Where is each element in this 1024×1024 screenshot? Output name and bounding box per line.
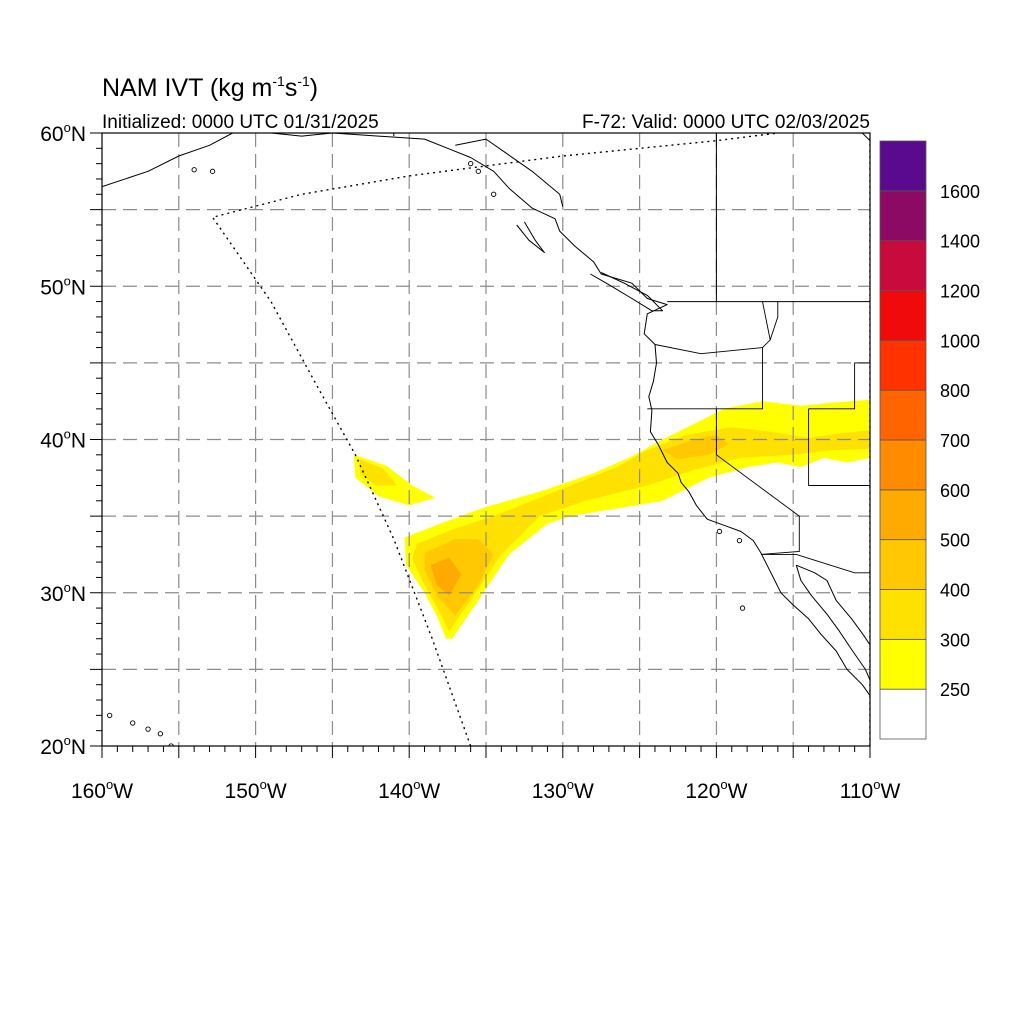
island <box>716 528 723 535</box>
geographic-outlines <box>102 133 870 746</box>
map-title: NAM IVT (kg m-1s-1) <box>102 73 318 102</box>
island <box>491 191 497 197</box>
island <box>157 731 164 737</box>
lon-tick-label: 150oW <box>225 777 287 803</box>
coastline <box>270 133 870 697</box>
island <box>736 537 743 544</box>
init-time-label: Initialized: 0000 UTC 01/31/2025 <box>102 112 379 133</box>
ivt-band-300-2 <box>360 459 397 486</box>
colorbar-label: 250 <box>940 680 970 700</box>
island <box>475 168 481 174</box>
map-plot-area: 160oW 150oW 140oW 130oW 120oW 110oW 60oN 50oN 40… <box>40 120 900 803</box>
island <box>739 605 746 611</box>
coastline <box>590 272 664 312</box>
colorbar-label: 1200 <box>940 282 980 302</box>
coastline <box>796 564 870 646</box>
state-border <box>769 301 779 341</box>
state-border <box>654 344 763 355</box>
coastline <box>102 133 233 188</box>
state-border <box>715 408 800 555</box>
colorbar-label: 1400 <box>940 232 980 252</box>
island <box>130 720 136 726</box>
lon-tick-label: 130oW <box>532 777 594 803</box>
colorbar-label: 400 <box>940 581 970 601</box>
ivt-band-500-6 <box>430 557 462 596</box>
lon-tick-label: 140oW <box>378 777 440 803</box>
island <box>145 726 151 732</box>
lat-tick-label: 60oN <box>40 120 86 146</box>
lat-tick-label: 30oN <box>40 580 86 606</box>
colorbar-swatch <box>879 140 927 192</box>
island <box>107 712 113 718</box>
coastline <box>516 221 545 253</box>
island <box>467 160 474 167</box>
colorbar-label: 1000 <box>940 331 980 351</box>
country-border <box>455 138 564 207</box>
colorbar-label: 500 <box>940 531 970 551</box>
colorbar-swatch <box>879 589 927 640</box>
ivt-band-400-5 <box>662 434 729 460</box>
colorbar-swatch <box>879 190 927 242</box>
model-domain-boundary <box>211 133 778 746</box>
ivt-colorbar: 250 300 400 500 600 700 800 1000 1200 1400 1600 <box>879 140 980 740</box>
axis-tick-labels: 160oW 150oW 140oW 130oW 120oW 110oW 60oN 50oN 40… <box>40 120 900 803</box>
colorbar-label: 800 <box>940 381 970 401</box>
colorbar-swatch <box>879 539 927 590</box>
colorbar-swatch <box>879 439 927 491</box>
lat-lon-grid <box>102 133 870 746</box>
valid-time-label: F-72: Valid: 0000 UTC 02/03/2025 <box>582 112 870 133</box>
ivt-band-250-1 <box>404 399 870 639</box>
island <box>209 168 216 174</box>
state-border <box>760 553 870 574</box>
coastline <box>795 565 870 681</box>
colorbar-swatch <box>879 290 927 341</box>
colorbar-swatch <box>879 339 927 391</box>
coastline <box>861 133 870 142</box>
colorbar-label: 1600 <box>940 182 980 202</box>
colorbar-label: 600 <box>940 481 970 501</box>
lat-tick-label: 50oN <box>40 273 86 299</box>
colorbar-swatch <box>879 389 927 441</box>
axis-ticks <box>90 132 871 758</box>
colorbar-label: 300 <box>940 630 970 650</box>
colorbar-label: 700 <box>940 431 970 451</box>
island <box>191 167 197 173</box>
state-border <box>808 362 870 410</box>
lon-tick-label: 160oW <box>71 777 133 803</box>
state-border <box>808 408 870 486</box>
colorbar-swatch <box>879 638 927 690</box>
lat-tick-label: 20oN <box>40 733 86 759</box>
lat-tick-label: 40oN <box>40 427 86 453</box>
lon-tick-label: 110oW <box>840 777 901 803</box>
colorbar-swatch <box>879 688 927 740</box>
colorbar-swatch <box>879 240 927 291</box>
lon-tick-label: 120oW <box>685 777 747 803</box>
colorbar-swatch <box>879 489 927 541</box>
ivt-shading <box>353 399 870 639</box>
